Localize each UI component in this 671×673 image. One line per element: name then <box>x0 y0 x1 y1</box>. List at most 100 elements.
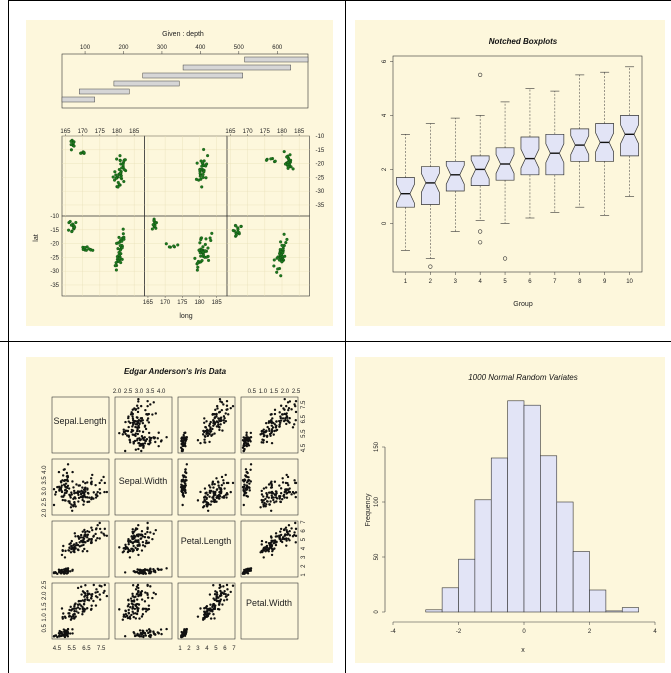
pairs-point <box>259 433 262 436</box>
coplot-point <box>279 274 283 278</box>
coplot-given-tick-label: 200 <box>118 45 129 51</box>
pairs-point <box>134 570 138 574</box>
pairs-point <box>90 540 93 544</box>
pairs-point <box>217 493 221 497</box>
pairs-point <box>105 490 109 494</box>
pairs-point <box>243 448 246 451</box>
pairs-point <box>285 496 289 499</box>
pairs-point <box>260 498 263 502</box>
pairs-point <box>293 403 296 406</box>
pairs-point <box>278 423 281 426</box>
pairs-point <box>90 481 93 485</box>
pairs-point <box>281 413 284 416</box>
pairs-point <box>81 480 85 483</box>
pairs-point <box>122 550 126 553</box>
pairs-point <box>71 569 74 572</box>
pairs-point <box>157 568 160 571</box>
pairs-point <box>138 437 141 440</box>
pairs-point <box>243 493 246 496</box>
pairs-point <box>278 411 281 414</box>
pairs-point <box>279 491 283 495</box>
pairs-point <box>147 442 150 446</box>
pairs-point <box>70 547 73 551</box>
pairs-point <box>103 481 107 485</box>
boxplot-outlier <box>502 256 508 261</box>
pairs-point <box>62 483 66 486</box>
coplot-given-interval <box>79 88 130 95</box>
pairs-point <box>141 430 145 434</box>
pairs-point <box>74 505 77 508</box>
pairs-point <box>136 568 139 571</box>
pairs-point <box>98 527 102 531</box>
pairs-point <box>58 569 61 572</box>
pairs-point <box>262 495 265 498</box>
coplot-x-tick-label: 175 <box>260 129 271 135</box>
coplot-point <box>150 227 154 231</box>
pairs-point <box>270 482 273 486</box>
pairs-point <box>227 413 230 416</box>
histogram-x-tick-label: 0 <box>522 629 526 635</box>
pairs-point <box>209 503 212 506</box>
pairs-point <box>270 441 274 445</box>
coplot-point <box>117 250 121 255</box>
coplot-point <box>275 256 279 260</box>
boxplot-x-tick-label: 3 <box>454 279 458 285</box>
pairs-point <box>135 439 139 442</box>
pairs-cell <box>51 396 110 454</box>
pairs-point <box>206 493 209 497</box>
pairs-point <box>138 572 141 575</box>
coplot-point <box>172 244 176 248</box>
coplot-point <box>282 232 286 236</box>
pairs-point <box>92 497 95 500</box>
pairs-point <box>265 440 269 444</box>
pairs-point <box>76 548 80 551</box>
pairs-point <box>73 492 76 495</box>
pairs-point <box>86 530 89 533</box>
pairs-point <box>60 484 64 487</box>
coplot-point <box>68 219 72 224</box>
pairs-point <box>137 447 140 451</box>
pairs-point <box>90 526 93 529</box>
pairs-point <box>266 425 269 429</box>
pairs-point <box>247 478 250 482</box>
pairs-point <box>70 509 74 512</box>
pairs-point <box>159 568 163 571</box>
pairs-point <box>209 428 212 431</box>
pairs-point <box>279 419 283 422</box>
pairs-point <box>141 544 145 547</box>
pairs-point <box>182 475 185 479</box>
pairs-point <box>77 500 80 503</box>
pairs-point <box>199 490 202 494</box>
pairs-point <box>184 468 187 471</box>
pairs-point <box>219 423 222 426</box>
pairs-point <box>69 551 73 554</box>
pairs-point <box>229 490 232 494</box>
pairs-point <box>222 482 225 485</box>
coplot-x-tick-label: 180 <box>194 300 205 306</box>
pairs-point <box>66 475 70 479</box>
pairs-point <box>217 481 220 484</box>
pairs-point <box>279 415 282 418</box>
histogram-bar <box>425 609 443 613</box>
boxplot-outlier <box>478 72 483 77</box>
coplot-point <box>202 159 206 163</box>
coplot-point <box>121 232 125 236</box>
pairs-point <box>180 437 183 440</box>
pairs-point <box>285 404 288 408</box>
pairs-point <box>87 539 90 542</box>
coplot-y-tick-label: -20 <box>50 242 59 248</box>
pairs-point <box>67 487 71 490</box>
pairs-point <box>213 432 216 435</box>
pairs-point <box>147 431 151 435</box>
pairs-cell <box>114 458 173 516</box>
coplot-point <box>200 258 204 263</box>
pairs-point <box>222 403 225 406</box>
coplot-point <box>167 245 171 249</box>
pairs-point <box>137 524 140 527</box>
pairs-point <box>273 408 277 412</box>
pairs-point <box>273 480 277 483</box>
pairs-point <box>127 537 130 541</box>
pairs-point <box>181 439 185 443</box>
pairs-point <box>121 433 125 436</box>
coplot-y-tick-label: -15 <box>316 148 325 154</box>
